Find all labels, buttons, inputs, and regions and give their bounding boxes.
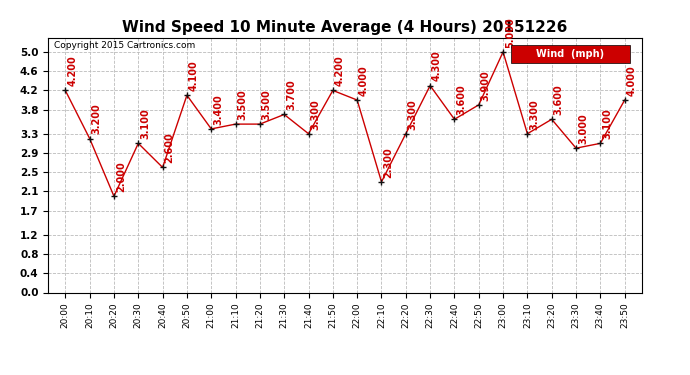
Text: 4.100: 4.100 — [189, 60, 199, 91]
Text: 3.600: 3.600 — [456, 84, 466, 115]
Text: 4.300: 4.300 — [432, 51, 442, 81]
Text: 3.900: 3.900 — [481, 70, 491, 101]
Text: 2.300: 2.300 — [384, 147, 393, 178]
Text: 3.000: 3.000 — [578, 113, 588, 144]
Text: 3.100: 3.100 — [602, 108, 612, 139]
Text: 3.100: 3.100 — [140, 108, 150, 139]
Text: 2.600: 2.600 — [164, 132, 175, 163]
Text: 3.400: 3.400 — [213, 94, 223, 125]
Text: 3.500: 3.500 — [237, 89, 248, 120]
Text: 3.700: 3.700 — [286, 80, 296, 110]
Text: 4.000: 4.000 — [359, 65, 369, 96]
Text: 3.300: 3.300 — [310, 99, 320, 129]
Text: 4.200: 4.200 — [335, 56, 345, 86]
Text: 3.500: 3.500 — [262, 89, 272, 120]
Text: Wind  (mph): Wind (mph) — [536, 49, 604, 59]
FancyBboxPatch shape — [511, 45, 630, 63]
Text: 3.300: 3.300 — [529, 99, 540, 129]
Text: 5.000: 5.000 — [505, 17, 515, 48]
Text: 4.200: 4.200 — [67, 56, 77, 86]
Title: Wind Speed 10 Minute Average (4 Hours) 20151226: Wind Speed 10 Minute Average (4 Hours) 2… — [122, 20, 568, 35]
Text: Copyright 2015 Cartronics.com: Copyright 2015 Cartronics.com — [55, 41, 195, 50]
Text: 2.000: 2.000 — [116, 161, 126, 192]
Text: 3.300: 3.300 — [408, 99, 417, 129]
Text: 4.000: 4.000 — [627, 65, 637, 96]
Text: 3.200: 3.200 — [92, 104, 101, 134]
Text: 3.600: 3.600 — [553, 84, 564, 115]
